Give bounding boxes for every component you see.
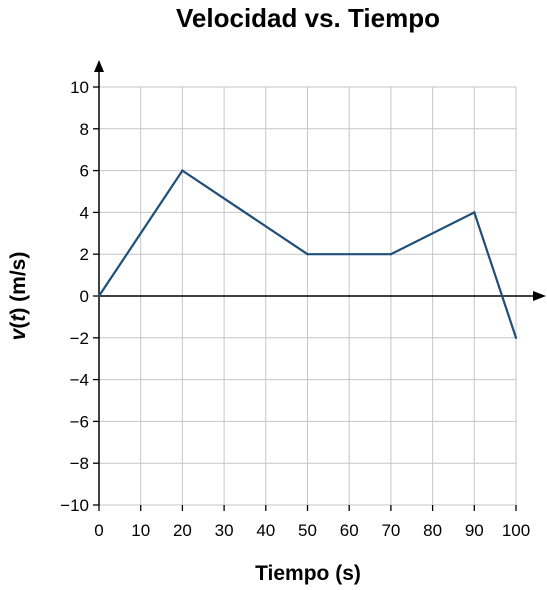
x-tick-label: 90: [465, 521, 484, 540]
data-point: [306, 253, 309, 256]
data-point: [473, 211, 476, 214]
y-tick-label: 6: [80, 162, 89, 181]
data-point: [514, 336, 518, 339]
x-tick-label: 0: [94, 521, 103, 540]
x-axis-label: Tiempo (s): [255, 562, 361, 585]
series-group: [97, 169, 518, 339]
y-tick-label: −8: [70, 454, 89, 473]
y-tick-labels: 10 8 6 4 2 0 −2 −4 −6 −8 −10: [60, 78, 89, 515]
x-tick-label: 20: [173, 521, 192, 540]
x-tick-label: 70: [381, 521, 400, 540]
data-point: [389, 253, 393, 256]
x-tick-label: 50: [298, 521, 317, 540]
x-tick-label: 10: [131, 521, 150, 540]
x-tick-labels: 0 10 20 30 40 50 60 70 80 90 100: [94, 521, 530, 540]
data-point: [97, 294, 101, 298]
y-tick-label: −4: [70, 371, 89, 390]
axes: [93, 60, 546, 511]
x-tick-label: 30: [215, 521, 234, 540]
y-tick-label: 4: [80, 203, 89, 222]
x-tick-label: 80: [423, 521, 442, 540]
x-tick-label: 100: [502, 521, 530, 540]
y-tick-label: −2: [70, 329, 89, 348]
x-tick-label: 40: [256, 521, 275, 540]
y-axis-arrow-icon: [94, 60, 104, 72]
y-axis-label-argument: t: [7, 314, 30, 322]
x-axis-arrow-icon: [533, 291, 546, 301]
y-tick-label: 2: [80, 245, 89, 264]
chart-title: Velocidad vs. Tiempo: [176, 3, 440, 33]
data-point: [181, 169, 184, 172]
y-tick-label: 8: [80, 120, 89, 139]
y-tick-label: 10: [70, 78, 89, 97]
x-tick-label: 60: [340, 521, 359, 540]
velocity-line: [98, 169, 518, 339]
y-axis-label-variable: v: [7, 327, 30, 340]
y-tick-label: 0: [80, 287, 89, 306]
y-tick-label: −10: [60, 496, 89, 515]
y-axis-label-unit: (m/s): [7, 252, 30, 308]
y-tick-label: −6: [70, 412, 89, 431]
y-axis-label: v(t) (m/s): [7, 252, 30, 341]
grid: [98, 86, 517, 506]
